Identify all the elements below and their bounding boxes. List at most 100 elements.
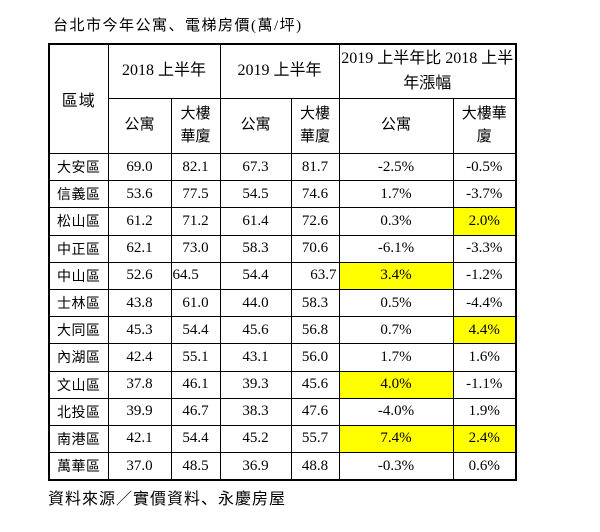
value-cell: 47.6	[290, 397, 340, 426]
value-cell: -0.3%	[338, 452, 454, 481]
value-cell: 45.2	[219, 424, 292, 454]
value-cell: 48.5	[170, 452, 221, 481]
table-body: 大安區 69.0 82.1 67.3 81.7 -2.5% -0.5% 信義區 53.6 77.5…	[48, 152, 517, 481]
value-cell: -0.5%	[452, 152, 517, 182]
value-cell: 43.8	[107, 288, 172, 318]
value-cell: 64.5	[170, 261, 221, 290]
value-cell: 46.7	[170, 397, 221, 426]
value-cell: 0.5%	[338, 288, 454, 318]
value-cell: 1.6%	[452, 343, 517, 372]
value-cell: 69.0	[107, 152, 172, 182]
table-row: 信義區 53.6 77.5 54.5 74.6 1.7% -3.7%	[48, 180, 517, 209]
value-cell: 63.7	[290, 261, 340, 290]
district-cell: 士林區	[48, 288, 109, 318]
district-cell: 南港區	[48, 424, 109, 454]
value-cell: 44.0	[219, 288, 292, 318]
header-group-row: 區域 2018 上半年 2019 上半年 2019 上半年比 2018 上半年漲…	[48, 43, 517, 154]
value-cell: 43.1	[219, 343, 292, 372]
table-row: 大安區 69.0 82.1 67.3 81.7 -2.5% -0.5%	[48, 152, 517, 182]
subheader-2018-apartment: 公寓	[107, 98, 172, 154]
value-cell: 38.3	[219, 397, 292, 426]
value-cell: -1.1%	[452, 370, 517, 399]
district-cell: 萬華區	[48, 452, 109, 481]
price-table: 區域 2018 上半年 2019 上半年 2019 上半年比 2018 上半年漲…	[48, 43, 518, 482]
table-header: 區域 2018 上半年 2019 上半年 2019 上半年比 2018 上半年漲…	[48, 43, 517, 154]
district-cell: 信義區	[48, 180, 109, 209]
table-row: 中正區 62.1 73.0 58.3 70.6 -6.1% -3.3%	[48, 234, 517, 263]
header-change-group: 2019 上半年比 2018 上半年漲幅	[338, 43, 517, 99]
value-cell: 82.1	[170, 152, 221, 182]
value-cell: 53.6	[107, 180, 172, 209]
district-cell: 文山區	[48, 370, 109, 399]
value-cell: 61.0	[170, 288, 221, 318]
value-cell: -4.0%	[338, 397, 454, 426]
value-cell: 54.4	[170, 316, 221, 345]
value-cell: 1.9%	[452, 397, 517, 426]
value-cell: 71.2	[170, 207, 221, 236]
district-cell: 大同區	[48, 316, 109, 345]
subheader-change-building: 大樓華 廈	[452, 98, 517, 154]
value-cell: 73.0	[170, 234, 221, 263]
value-cell: 0.7%	[338, 316, 454, 345]
table-row: 松山區 61.2 71.2 61.4 72.6 0.3% 2.0%	[48, 207, 517, 236]
value-cell: 1.7%	[338, 180, 454, 209]
value-cell: 61.4	[219, 207, 292, 236]
value-cell: 48.8	[290, 452, 340, 481]
value-cell: -3.7%	[452, 180, 517, 209]
value-cell: 74.6	[290, 180, 340, 209]
header-sub-row: 公寓 大樓 華廈 公寓 大樓 華廈 公寓 大樓華 廈	[49, 98, 517, 154]
subheader-2018-building: 大樓 華廈	[170, 98, 221, 154]
table-row: 北投區 39.9 46.7 38.3 47.6 -4.0% 1.9%	[48, 397, 517, 426]
value-cell: 56.0	[290, 343, 340, 372]
value-cell: 62.1	[107, 234, 172, 263]
value-cell: 58.3	[290, 288, 340, 318]
corner-header-district: 區域	[48, 43, 109, 154]
value-cell: 45.3	[107, 316, 172, 345]
page-title: 台北市今年公寓、電梯房價(萬/坪)	[53, 18, 303, 34]
value-cell: 72.6	[290, 207, 340, 236]
table-row: 士林區 43.8 61.0 44.0 58.3 0.5% -4.4%	[48, 288, 517, 318]
value-cell: -6.1%	[338, 234, 454, 263]
value-cell: 39.3	[219, 370, 292, 399]
value-cell: 55.1	[170, 343, 221, 372]
value-cell: 56.8	[290, 316, 340, 345]
table-row: 內湖區 42.4 55.1 43.1 56.0 1.7% 1.6%	[48, 343, 517, 372]
subheader-change-apartment: 公寓	[338, 98, 454, 154]
value-cell: 46.1	[170, 370, 221, 399]
header-2019-group: 2019 上半年	[219, 43, 340, 99]
value-cell: 45.6	[290, 370, 340, 399]
value-cell: 42.1	[107, 424, 172, 454]
value-cell: 42.4	[107, 343, 172, 372]
value-cell: -2.5%	[338, 152, 454, 182]
value-cell: 1.7%	[338, 343, 454, 372]
value-cell-highlighted: 7.4%	[338, 424, 454, 454]
value-cell: 58.3	[219, 234, 292, 263]
value-cell: 61.2	[107, 207, 172, 236]
value-cell: 37.0	[107, 452, 172, 481]
value-cell: 45.6	[219, 316, 292, 345]
value-cell: 0.3%	[338, 207, 454, 236]
value-cell-highlighted: 4.0%	[338, 370, 454, 399]
value-cell: 54.5	[219, 180, 292, 209]
value-cell: -1.2%	[452, 261, 517, 290]
table-row: 萬華區 37.0 48.5 36.9 48.8 -0.3% 0.6%	[48, 452, 517, 481]
subheader-2019-building: 大樓 華廈	[290, 98, 340, 154]
district-cell: 松山區	[48, 207, 109, 236]
value-cell: 36.9	[219, 452, 292, 481]
table-row: 文山區 37.8 46.1 39.3 45.6 4.0% -1.1%	[48, 370, 517, 399]
table-row: 南港區 42.1 54.4 45.2 55.7 7.4% 2.4%	[48, 424, 517, 454]
value-cell: 52.6	[107, 261, 172, 290]
value-cell: 37.8	[107, 370, 172, 399]
value-cell: 54.4	[219, 261, 292, 290]
value-cell: 0.6%	[452, 452, 517, 481]
value-cell: 55.7	[290, 424, 340, 454]
table-row: 中山區 52.6 64.5 54.4 63.7 3.4% -1.2%	[48, 261, 517, 290]
value-cell: 77.5	[170, 180, 221, 209]
district-cell: 大安區	[48, 152, 109, 182]
district-cell: 內湖區	[48, 343, 109, 372]
source-note: 資料來源／實價資料、永慶房屋	[48, 491, 287, 508]
value-cell: 70.6	[290, 234, 340, 263]
header-2018-group: 2018 上半年	[107, 43, 221, 99]
value-cell: 81.7	[290, 152, 340, 182]
